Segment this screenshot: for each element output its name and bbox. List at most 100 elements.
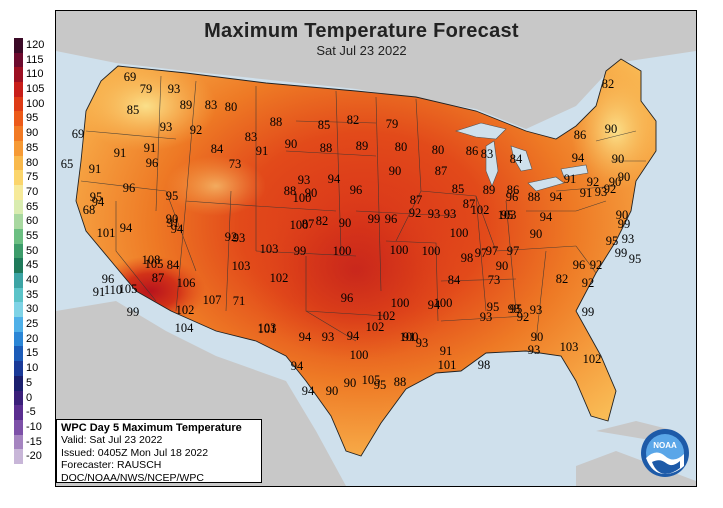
temperature-label: 93 (322, 330, 335, 344)
temperature-label: 84 (167, 258, 180, 272)
temperature-label: 87 (463, 197, 476, 211)
legend-label: 45 (26, 259, 39, 272)
temperature-label: 95 (501, 208, 514, 222)
legend-label: 90 (26, 127, 39, 140)
legend-swatch (14, 199, 23, 215)
legend-row: -15 (14, 434, 54, 450)
temperature-label: 91 (144, 141, 157, 155)
temperature-label: 96 (385, 212, 398, 226)
temperature-label: 90 (344, 376, 357, 390)
temperature-label: 98 (461, 251, 474, 265)
temperature-label: 99 (127, 305, 140, 319)
legend-swatch (14, 243, 23, 259)
temperature-label: 86 (574, 128, 587, 142)
temperature-label: 82 (556, 272, 569, 286)
legend-label: 30 (26, 303, 39, 316)
temperature-label: 90 (531, 330, 544, 344)
temperature-label: 73 (229, 157, 242, 171)
temperature-label: 84 (211, 142, 224, 156)
legend-row: 90 (14, 126, 54, 141)
temperature-label: 90 (612, 152, 625, 166)
temperature-label: 100 (400, 330, 419, 344)
forecaster: Forecaster: RAUSCH (61, 459, 162, 472)
temperature-label: 91 (580, 186, 593, 200)
info-box: WPC Day 5 Maximum Temperature Valid: Sat… (56, 419, 262, 484)
legend-label: 50 (26, 244, 39, 257)
temperature-label: 91 (564, 172, 577, 186)
temperature-label: 108 (142, 253, 161, 267)
temperature-label: 92 (225, 230, 238, 244)
temperature-label: 86 (466, 144, 479, 158)
temperature-label: 88 (284, 184, 297, 198)
legend-swatch (14, 317, 23, 332)
temperature-label: 90 (389, 164, 402, 178)
temperature-label: 85 (318, 118, 331, 132)
legend-row: -20 (14, 449, 54, 464)
temperature-label: 94 (572, 151, 585, 165)
legend-label: -15 (26, 435, 42, 448)
legend-row: 5 (14, 375, 54, 391)
legend-row: 30 (14, 302, 54, 318)
legend-label: 115 (26, 53, 44, 66)
legend-row: 25 (14, 317, 54, 332)
temperature-label: 95 (166, 189, 179, 203)
temperature-label: 93 (298, 173, 311, 187)
legend-label: 55 (26, 229, 39, 242)
temperature-label: 102 (471, 203, 490, 217)
temperature-label: 96 (146, 156, 159, 170)
noaa-logo: NOAA (641, 429, 689, 477)
legend-label: -5 (26, 406, 36, 419)
temperature-label: 86 (507, 183, 520, 197)
legend-label: 10 (26, 362, 39, 375)
temperature-label: 90 (605, 122, 618, 136)
temperature-label: 90 (530, 227, 543, 241)
map-frame: 69 79 93 85 89 83 80 88 85 82 79 82 86 90 69 93 92 91 96 84… (55, 10, 697, 487)
legend-label: 40 (26, 274, 39, 286)
temperature-label: 92 (409, 206, 422, 220)
temperature-label: 94 (291, 359, 304, 373)
temperature-label: 90 (326, 384, 339, 398)
temperature-label: 93 (428, 207, 441, 221)
temperature-label: 95 (510, 302, 523, 316)
temperature-label: 91 (114, 146, 127, 160)
temperature-label: 95 (374, 378, 387, 392)
temperature-label: 96 (123, 181, 136, 195)
legend-swatch (14, 140, 23, 156)
legend-swatch (14, 375, 23, 391)
legend-label: 75 (26, 171, 39, 184)
legend-swatch (14, 155, 23, 171)
legend-label: 15 (26, 347, 39, 360)
temperature-label: 96 (102, 272, 115, 286)
temperature-label: 93 (595, 185, 608, 199)
legend-label: 95 (26, 112, 39, 125)
temperature-label: 88 (270, 115, 283, 129)
temperature-label: 82 (347, 113, 360, 127)
legend-row: 110 (14, 67, 54, 83)
legend-row: 10 (14, 361, 54, 376)
temperature-label: 68 (83, 203, 96, 217)
temperature-label: 103 (260, 242, 279, 256)
temperature-label: 93 (508, 302, 521, 316)
temperature-label: 99 (368, 212, 381, 226)
temperature-label: 93 (233, 231, 246, 245)
legend-swatch (14, 67, 23, 83)
temperature-label: 101 (438, 358, 457, 372)
temperature-label: 89 (180, 98, 193, 112)
temperature-label: 94 (428, 298, 441, 312)
temperature-label: 94 (347, 329, 360, 343)
legend-label: 70 (26, 185, 39, 198)
temperature-label: 83 (245, 130, 258, 144)
legend-row: 115 (14, 52, 54, 68)
temperature-label: 97 (486, 244, 499, 258)
temperature-label: 100 (391, 296, 410, 310)
legend-row: 55 (14, 228, 54, 244)
temperature-label: 93 (416, 336, 429, 350)
legend-label: 25 (26, 318, 39, 331)
legend-row: 45 (14, 258, 54, 273)
temperature-label: 94 (92, 195, 105, 209)
noaa-logo-text: NOAA (653, 441, 677, 450)
legend-label: 85 (26, 141, 39, 154)
temperature-label: 103 (498, 208, 517, 222)
legend-row: 70 (14, 184, 54, 200)
